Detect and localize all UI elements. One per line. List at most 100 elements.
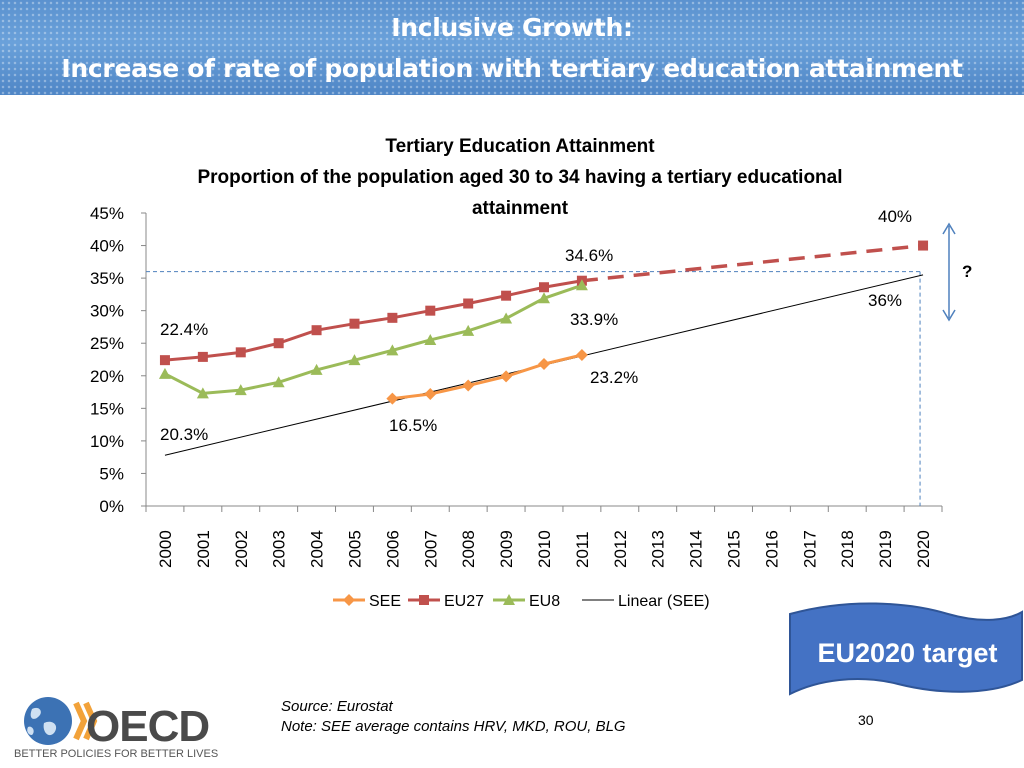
legend-label-linear-see-: Linear (SEE) [618, 593, 710, 610]
data-label-trend-2020: 36% [868, 291, 902, 310]
x-tick-label: 2019 [876, 530, 895, 568]
x-tick-label: 2001 [194, 530, 213, 568]
data-point-eu27 [539, 282, 549, 293]
x-tick-label: 2014 [687, 530, 706, 568]
data-point-see [575, 348, 588, 361]
note-text: Note: SEE average contains HRV, MKD, ROU… [281, 718, 626, 735]
data-point-eu27 [273, 338, 284, 349]
legend-label-see: SEE [369, 593, 401, 610]
data-point-eu8 [462, 324, 475, 336]
data-point-eu27 [349, 318, 360, 329]
data-point-eu27 [311, 325, 322, 336]
y-tick-label: 45% [90, 204, 124, 223]
data-point-eu8 [538, 292, 550, 304]
legend-label-eu27: EU27 [444, 593, 484, 610]
data-point-eu8 [348, 354, 361, 366]
data-point-eu27 [387, 312, 398, 323]
x-tick-label: 2003 [270, 530, 289, 568]
data-point-eu27 [425, 305, 436, 316]
x-tick-label: 2007 [421, 530, 440, 568]
slide-title-line2: Increase of rate of population with tert… [61, 54, 963, 83]
x-tick-label: 2013 [649, 530, 668, 568]
x-tick-label: 2018 [838, 530, 857, 568]
x-tick-label: 2012 [611, 530, 630, 568]
data-point-eu8 [500, 312, 513, 324]
data-label-eu27-2011: 34.6% [565, 246, 613, 265]
tertiary-education-chart: Tertiary Education Attainment Proportion … [90, 136, 972, 610]
data-point-eu8 [158, 367, 171, 379]
y-tick-label: 35% [90, 269, 124, 288]
y-tick-label: 10% [90, 432, 124, 451]
data-point-see [424, 388, 437, 401]
x-tick-label: 2002 [232, 530, 251, 568]
y-tick-label: 0% [99, 497, 124, 516]
legend-marker-eu27 [419, 595, 429, 605]
globe-icon [24, 697, 98, 745]
x-tick-label: 2011 [573, 531, 592, 568]
slide-title-line1: Inclusive Growth: [391, 13, 633, 42]
eu2020-target-line [581, 243, 924, 283]
data-point-eu8 [575, 279, 588, 291]
oecd-logo [24, 697, 98, 745]
data-label-see-2006: 16.5% [389, 416, 437, 435]
data-point-eu8 [386, 344, 399, 356]
data-label-target-2020: 40% [878, 207, 912, 226]
range-arrow-head-up [942, 222, 956, 235]
x-tick-label: 2006 [383, 530, 402, 568]
chart-title-line-1: Tertiary Education Attainment [385, 136, 655, 157]
x-tick-label: 2000 [156, 530, 175, 568]
y-tick-label: 25% [90, 334, 124, 353]
page-number: 30 [858, 712, 874, 728]
y-tick-label: 20% [90, 367, 124, 386]
x-tick-label: 2004 [308, 530, 327, 568]
data-point-eu8 [196, 387, 209, 399]
slide-header: Inclusive Growth: Increase of rate of po… [0, 0, 1024, 95]
data-point-see [462, 379, 475, 392]
data-point-eu8 [272, 376, 285, 388]
data-point-eu8 [234, 384, 247, 396]
legend-label-eu8: EU8 [529, 593, 560, 610]
chart-title-line-3: attainment [472, 198, 569, 219]
x-tick-label: 2010 [535, 530, 554, 568]
data-label-eu27-2000: 22.4% [160, 320, 208, 339]
data-point-eu27 [235, 347, 246, 358]
eu2020-target-banner [789, 602, 1023, 696]
legend-marker-eu8 [503, 594, 515, 605]
header-pattern [0, 0, 1024, 95]
legend-marker-see [343, 594, 355, 606]
y-tick-label: 30% [90, 302, 124, 321]
logo-tagline: BETTER POLICIES FOR BETTER LIVES [14, 748, 219, 760]
data-point-see [538, 358, 550, 371]
banner-label: EU2020 target [817, 638, 998, 668]
data-point-eu27 [463, 298, 474, 309]
data-point-eu8 [424, 333, 437, 345]
y-tick-label: 15% [90, 399, 124, 418]
data-point-eu27 [501, 290, 512, 301]
x-tick-label: 2017 [800, 530, 819, 568]
data-label-eu8-2000: 20.3% [160, 425, 208, 444]
x-tick-label: 2020 [914, 530, 933, 568]
data-point-see [386, 392, 399, 405]
question-mark: ? [962, 262, 972, 281]
data-label-eu8-2011: 33.9% [570, 310, 618, 329]
data-label-see-2011: 23.2% [590, 368, 638, 387]
y-tick-label: 5% [99, 464, 124, 483]
y-tick-label: 40% [90, 237, 124, 256]
chart-title-line-2: Proportion of the population aged 30 to … [197, 167, 842, 188]
x-tick-label: 2015 [725, 530, 744, 568]
data-point-see [500, 370, 513, 383]
series-line-see [392, 353, 583, 401]
x-tick-label: 2008 [459, 530, 478, 568]
series-line-eu8 [164, 283, 583, 395]
x-tick-label: 2009 [497, 530, 516, 568]
source-note: Source: Eurostat Note: SEE average conta… [281, 697, 626, 737]
source-text: Source: Eurostat [281, 698, 393, 715]
series-line-eu27 [164, 279, 583, 362]
x-tick-label: 2005 [345, 530, 364, 568]
data-point-eu8 [310, 363, 323, 375]
x-tick-label: 2016 [762, 530, 781, 568]
logo-wordmark: OECD [86, 702, 210, 751]
range-arrow-head-down [942, 309, 956, 322]
data-point-eu27 [159, 355, 170, 366]
data-point-eu27 [197, 351, 208, 362]
